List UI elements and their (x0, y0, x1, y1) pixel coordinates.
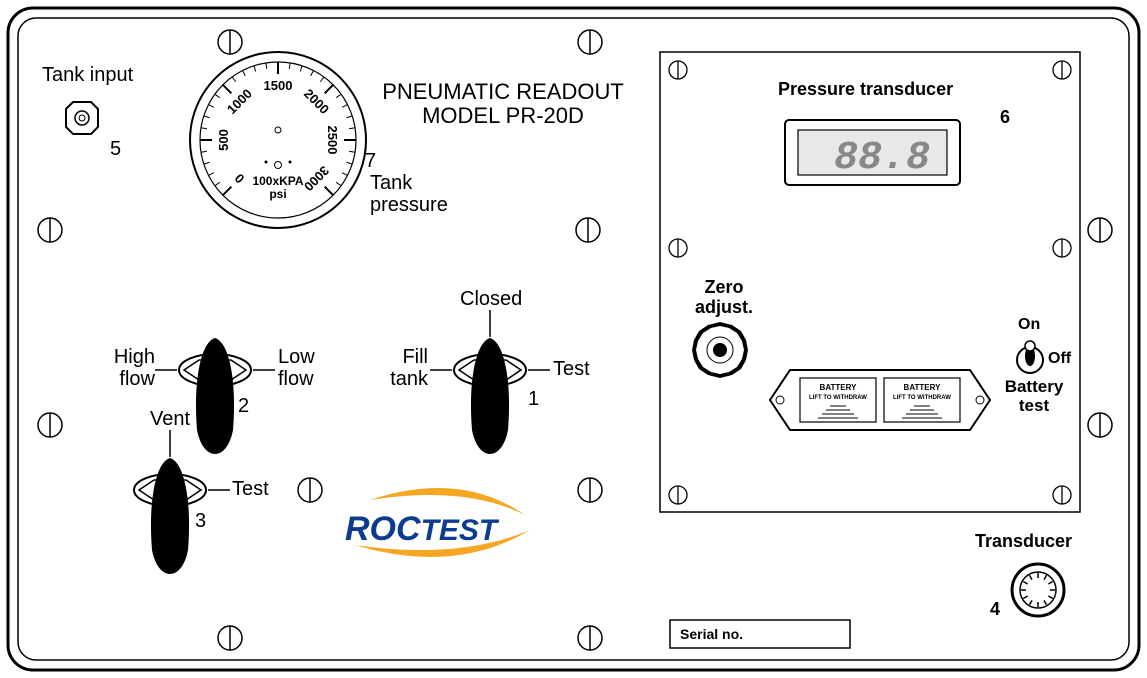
screw (218, 30, 242, 54)
screw (576, 218, 600, 242)
screw (38, 413, 62, 437)
gauge-label: Tank pressure (370, 172, 448, 216)
gauge-unit2: psi (269, 187, 286, 201)
screw (298, 478, 322, 502)
knob1-left: Fill tank (384, 346, 428, 390)
battery-label-2b: LIFT TO WITHDRAW (893, 395, 951, 401)
knob2-right: Low flow (278, 346, 315, 390)
title-line1: PNEUMATIC READOUT (373, 80, 633, 104)
screw (1053, 486, 1071, 504)
serial-box: Serial no. (670, 620, 850, 648)
switch-label: Battery test (998, 378, 1070, 415)
panel-root: 050010001500200025003000 100xKPA psi (0, 0, 1147, 678)
ref-4: 4 (990, 600, 1000, 620)
ref-3: 3 (195, 510, 206, 532)
knob1-right: Test (553, 358, 590, 380)
battery-label-2a: BATTERY (904, 383, 942, 392)
connector-label: Transducer (975, 532, 1072, 552)
screw (218, 626, 242, 650)
lcd-display: 88.8 (785, 120, 960, 185)
battery-label-1a: BATTERY (820, 383, 858, 392)
knob3-right: Test (232, 478, 269, 500)
knob1-top: Closed (460, 288, 522, 310)
screw (1088, 218, 1112, 242)
logo-roc: ROC (345, 510, 421, 548)
ref-5: 5 (110, 138, 121, 160)
svg-text:500: 500 (216, 129, 231, 151)
ref-2: 2 (238, 395, 249, 417)
screw (1088, 413, 1112, 437)
gauge-unit1: 100xKPA (252, 174, 303, 188)
ref-1: 1 (528, 388, 539, 410)
knob2-left: High flow (107, 346, 155, 390)
logo-test: TEST (421, 514, 500, 547)
battery-holder[interactable]: BATTERY LIFT TO WITHDRAW BATTERY LIFT TO… (770, 370, 990, 430)
tank-pressure-gauge: 050010001500200025003000 100xKPA psi (190, 52, 366, 228)
svg-text:ROCTEST: ROCTEST (345, 510, 500, 548)
screw (578, 626, 602, 650)
screw (669, 239, 687, 257)
svg-text:1500: 1500 (264, 78, 293, 93)
screw (1053, 239, 1071, 257)
title-line2: MODEL PR-20D (373, 104, 633, 128)
lcd-value: 88.8 (834, 136, 930, 181)
screw (1053, 61, 1071, 79)
battery-label-1b: LIFT TO WITHDRAW (809, 395, 867, 401)
screw (669, 61, 687, 79)
screw (578, 478, 602, 502)
ref-6: 6 (1000, 108, 1010, 128)
tank-input-connector[interactable] (66, 102, 98, 134)
screw (578, 30, 602, 54)
svg-text:2500: 2500 (325, 126, 340, 155)
zero-adjust-label: Zero adjust. (690, 278, 758, 318)
serial-label: Serial no. (680, 626, 743, 642)
screw (38, 218, 62, 242)
switch-off: Off (1048, 350, 1071, 368)
knob3-top: Vent (150, 408, 190, 430)
screw (669, 486, 687, 504)
ref-7: 7 (365, 150, 376, 172)
tank-input-label: Tank input (42, 64, 133, 86)
switch-on: On (1018, 316, 1040, 334)
transducer-connector[interactable] (1012, 564, 1064, 616)
transducer-title: Pressure transducer (778, 80, 953, 100)
